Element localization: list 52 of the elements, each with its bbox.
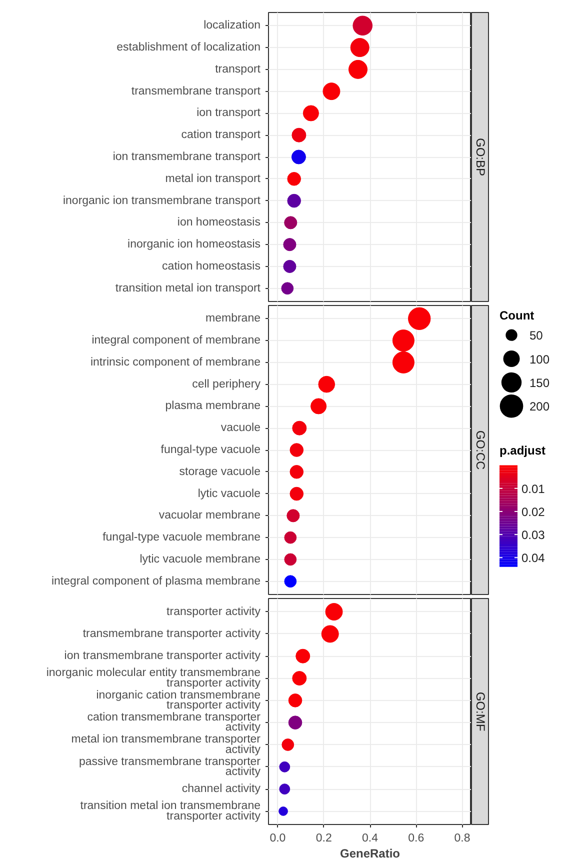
y-tick-label: vacuolar membrane	[158, 510, 261, 522]
y-tick-label: integral component of membrane	[92, 334, 261, 347]
y-tick-label: lytic vacuole membrane	[140, 553, 261, 566]
text: GO:MF	[474, 692, 488, 732]
y-tick-label: ion homeostasis	[177, 216, 261, 229]
y-tick-label: metal ion transport	[165, 172, 262, 185]
y-tick-label: inorganic ion transmembrane transport	[62, 194, 262, 207]
x-tick-label: 0.8	[454, 832, 470, 844]
color-bar-label: 0.03	[522, 528, 546, 542]
x-tick-label: 0.4	[362, 832, 379, 844]
y-tick-label: establishment of localization	[116, 42, 261, 54]
y-tick-label: fungal-type vacuole	[160, 444, 260, 456]
y-tick-label: storage vacuole	[179, 466, 261, 478]
y-tick-label: transmembrane transporter activity	[82, 628, 261, 640]
y-tick-label: passive transmembrane transporter activity	[78, 756, 261, 778]
x-axis-title: GeneRatio	[340, 846, 400, 860]
y-tick-label: plasma membrane	[165, 400, 260, 412]
x-tick-label: 0.6	[408, 832, 424, 844]
y-tick-label: membrane	[206, 312, 260, 325]
y-tick-label: transport	[215, 63, 262, 76]
x-tick-label: 0.0	[270, 832, 286, 844]
color-bar-label: 0.02	[522, 504, 546, 519]
y-tick-label: integral component of plasma membrane	[51, 575, 261, 588]
legend-label: 200	[530, 400, 550, 414]
y-tick-label: intrinsic component of membrane	[90, 356, 261, 368]
y-tick-label: transporter activity	[166, 606, 261, 618]
color-bar-label: 0.04	[522, 551, 546, 566]
y-tick-label: channel activity	[182, 783, 261, 796]
y-tick-label: ion transport	[196, 107, 262, 120]
text: GO:CC	[474, 430, 488, 470]
y-tick-label: vacuole	[220, 422, 261, 434]
y-tick-label: localization	[204, 20, 261, 32]
color-bar-label: 0.01	[522, 482, 546, 496]
y-tick-label: transmembrane transport	[131, 85, 262, 98]
legend-label: 100	[530, 352, 550, 366]
color-bar-title: p.adjust	[500, 443, 546, 458]
y-tick-label: ion transmembrane transport	[112, 151, 262, 163]
y-tick-label: cation transmembrane transporter activity	[87, 711, 261, 734]
y-tick-label: inorganic ion homeostasis	[128, 238, 261, 251]
y-tick-label: transition metal ion transmembrane transporter activity	[80, 800, 261, 822]
y-tick-label: transition metal ion transport	[115, 282, 262, 294]
y-tick-label: cation transport	[181, 129, 262, 142]
text: GO:BP	[474, 138, 488, 176]
legend-label: 50	[530, 328, 544, 343]
y-tick-label: cation homeostasis	[162, 260, 261, 272]
x-tick-label: 0.2	[316, 832, 332, 844]
legend-label: 150	[530, 376, 550, 390]
y-tick-label: lytic vacuole	[198, 488, 261, 500]
y-tick-label: fungal-type vacuole membrane	[102, 532, 261, 544]
legend-title: Count	[500, 308, 534, 322]
y-tick-label: ion transmembrane transporter activity	[64, 650, 261, 662]
y-tick-label: cell periphery	[192, 378, 261, 390]
